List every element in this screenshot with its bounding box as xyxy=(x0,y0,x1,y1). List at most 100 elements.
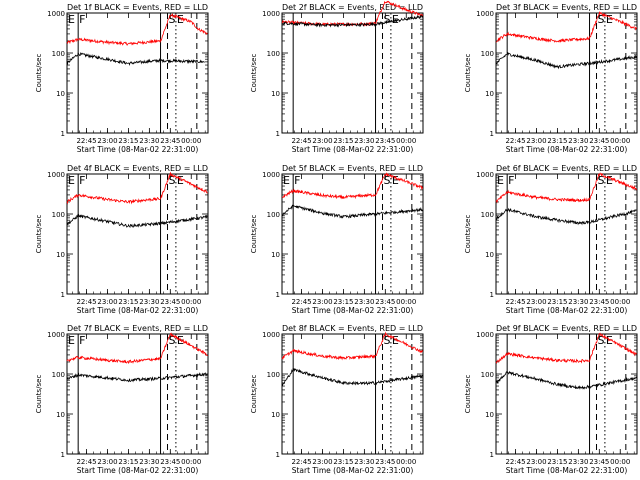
series-line-red xyxy=(495,332,638,364)
series-line-black xyxy=(495,51,638,70)
panel-title: Det 8f BLACK = Events, RED = LLD xyxy=(282,324,423,333)
x-tick-label: 23:15 xyxy=(118,137,138,145)
x-tick-label: 00:00 xyxy=(181,137,201,145)
series-line-black xyxy=(66,51,205,66)
series-line-black xyxy=(281,204,424,219)
y-tick-label: 1000 xyxy=(47,171,65,179)
event-marker-label: F xyxy=(508,174,514,187)
plot-frame xyxy=(281,173,424,295)
y-tick-label: 10 xyxy=(271,90,280,98)
y-tick-label: 10 xyxy=(271,411,280,419)
x-tick-label: 23:45 xyxy=(160,298,180,306)
event-marker-label: S xyxy=(598,13,605,26)
panel-title: Det 6f BLACK = Events, RED = LLD xyxy=(496,164,637,173)
event-marker-label: S xyxy=(169,13,176,26)
x-tick-label: 23:15 xyxy=(118,458,138,466)
x-tick-label: 23:45 xyxy=(589,298,609,306)
panel-title: Det 9f BLACK = Events, RED = LLD xyxy=(496,324,637,333)
y-axis-label: Counts/sec xyxy=(464,54,472,93)
y-tick-label: 100 xyxy=(267,50,280,58)
y-tick-label: 100 xyxy=(267,211,280,219)
panel-det-6: Det 6f BLACK = Events, RED = LLD 1 10 100 10… xyxy=(464,164,638,315)
x-tick-label: 23:45 xyxy=(375,137,395,145)
x-tick-label: 23:15 xyxy=(547,137,567,145)
x-axis-label: Start Time (08-Mar-02 22:31:00) xyxy=(292,306,414,315)
y-axis-label: Counts/sec xyxy=(250,375,258,414)
x-tick-label: 00:00 xyxy=(610,137,630,145)
series-line-red xyxy=(281,0,424,27)
panel-title: Det 3f BLACK = Events, RED = LLD xyxy=(496,3,637,12)
x-tick-label: 23:15 xyxy=(118,298,138,306)
y-tick-label: 1 xyxy=(490,130,494,138)
x-axis-label: Start Time (08-Mar-02 22:31:00) xyxy=(77,466,199,475)
plot-frame xyxy=(281,333,424,455)
series-line-red xyxy=(495,172,638,204)
x-tick-label: 23:30 xyxy=(568,298,588,306)
event-marker-label: E xyxy=(68,334,75,347)
series-line-red xyxy=(66,332,208,365)
x-axis-label: Start Time (08-Mar-02 22:31:00) xyxy=(506,466,628,475)
x-tick-label: 22:45 xyxy=(505,298,525,306)
x-tick-label: 22:45 xyxy=(291,298,311,306)
panel-det-1: Det 1f BLACK = Events, RED = LLD 1 10 100 10… xyxy=(35,3,209,154)
panel-title: Det 2f BLACK = Events, RED = LLD xyxy=(282,3,423,12)
series-line-red xyxy=(281,331,424,361)
x-tick-label: 23:30 xyxy=(354,458,374,466)
x-tick-label: 23:00 xyxy=(526,137,546,145)
x-tick-label: 22:45 xyxy=(505,458,525,466)
panel-det-3: Det 3f BLACK = Events, RED = LLD 1 10 100 10… xyxy=(464,3,638,154)
y-tick-label: 10 xyxy=(485,90,494,98)
x-tick-label: 23:00 xyxy=(97,458,117,466)
event-marker-label: E xyxy=(606,13,613,26)
event-marker-label: S xyxy=(384,174,391,187)
x-tick-label: 23:00 xyxy=(526,298,546,306)
event-marker-label: E xyxy=(606,174,613,187)
x-tick-label: 00:00 xyxy=(396,298,416,306)
x-tick-label: 23:00 xyxy=(312,137,332,145)
x-tick-label: 23:30 xyxy=(139,298,159,306)
x-tick-label: 23:00 xyxy=(97,298,117,306)
y-tick-label: 10 xyxy=(56,411,65,419)
y-axis-label: Counts/sec xyxy=(250,54,258,93)
x-tick-label: 00:00 xyxy=(610,298,630,306)
series-line-red xyxy=(66,13,208,46)
x-tick-label: 00:00 xyxy=(181,458,201,466)
event-marker-label: E xyxy=(283,174,290,187)
x-tick-label: 22:45 xyxy=(505,137,525,145)
plot-frame xyxy=(281,12,424,134)
event-marker-label: E xyxy=(497,174,504,187)
panel-title: Det 1f BLACK = Events, RED = LLD xyxy=(67,3,208,12)
y-tick-label: 1 xyxy=(276,130,280,138)
x-tick-label: 00:00 xyxy=(396,458,416,466)
x-axis-label: Start Time (08-Mar-02 22:31:00) xyxy=(506,306,628,315)
event-marker-label: F xyxy=(79,334,85,347)
y-tick-label: 100 xyxy=(267,371,280,379)
x-tick-label: 23:45 xyxy=(375,298,395,306)
event-marker-label: E xyxy=(68,174,75,187)
y-tick-label: 100 xyxy=(481,371,494,379)
event-marker-label: S xyxy=(598,174,605,187)
x-tick-label: 23:15 xyxy=(333,458,353,466)
x-tick-label: 22:45 xyxy=(76,298,96,306)
event-marker-label: E xyxy=(392,174,399,187)
y-tick-label: 100 xyxy=(52,211,65,219)
y-tick-label: 10 xyxy=(271,251,280,259)
y-tick-label: 1 xyxy=(276,451,280,459)
y-tick-label: 1 xyxy=(490,291,494,299)
y-tick-label: 1000 xyxy=(262,331,280,339)
series-line-black xyxy=(66,372,208,383)
y-tick-label: 1 xyxy=(61,451,65,459)
panel-det-7: Det 7f BLACK = Events, RED = LLD 1 10 100 10… xyxy=(35,324,209,475)
x-tick-label: 23:30 xyxy=(568,137,588,145)
x-tick-label: 00:00 xyxy=(396,137,416,145)
event-marker-label: F xyxy=(79,13,85,26)
x-axis-label: Start Time (08-Mar-02 22:31:00) xyxy=(506,145,628,154)
y-axis-label: Counts/sec xyxy=(35,215,43,254)
x-tick-label: 23:30 xyxy=(139,137,159,145)
panel-det-8: Det 8f BLACK = Events, RED = LLD 1 10 100 10… xyxy=(250,324,424,475)
x-tick-label: 23:00 xyxy=(312,298,332,306)
y-axis-label: Counts/sec xyxy=(464,215,472,254)
plot-frame xyxy=(495,333,638,455)
y-axis-label: Counts/sec xyxy=(464,375,472,414)
plot-frame xyxy=(66,333,209,455)
